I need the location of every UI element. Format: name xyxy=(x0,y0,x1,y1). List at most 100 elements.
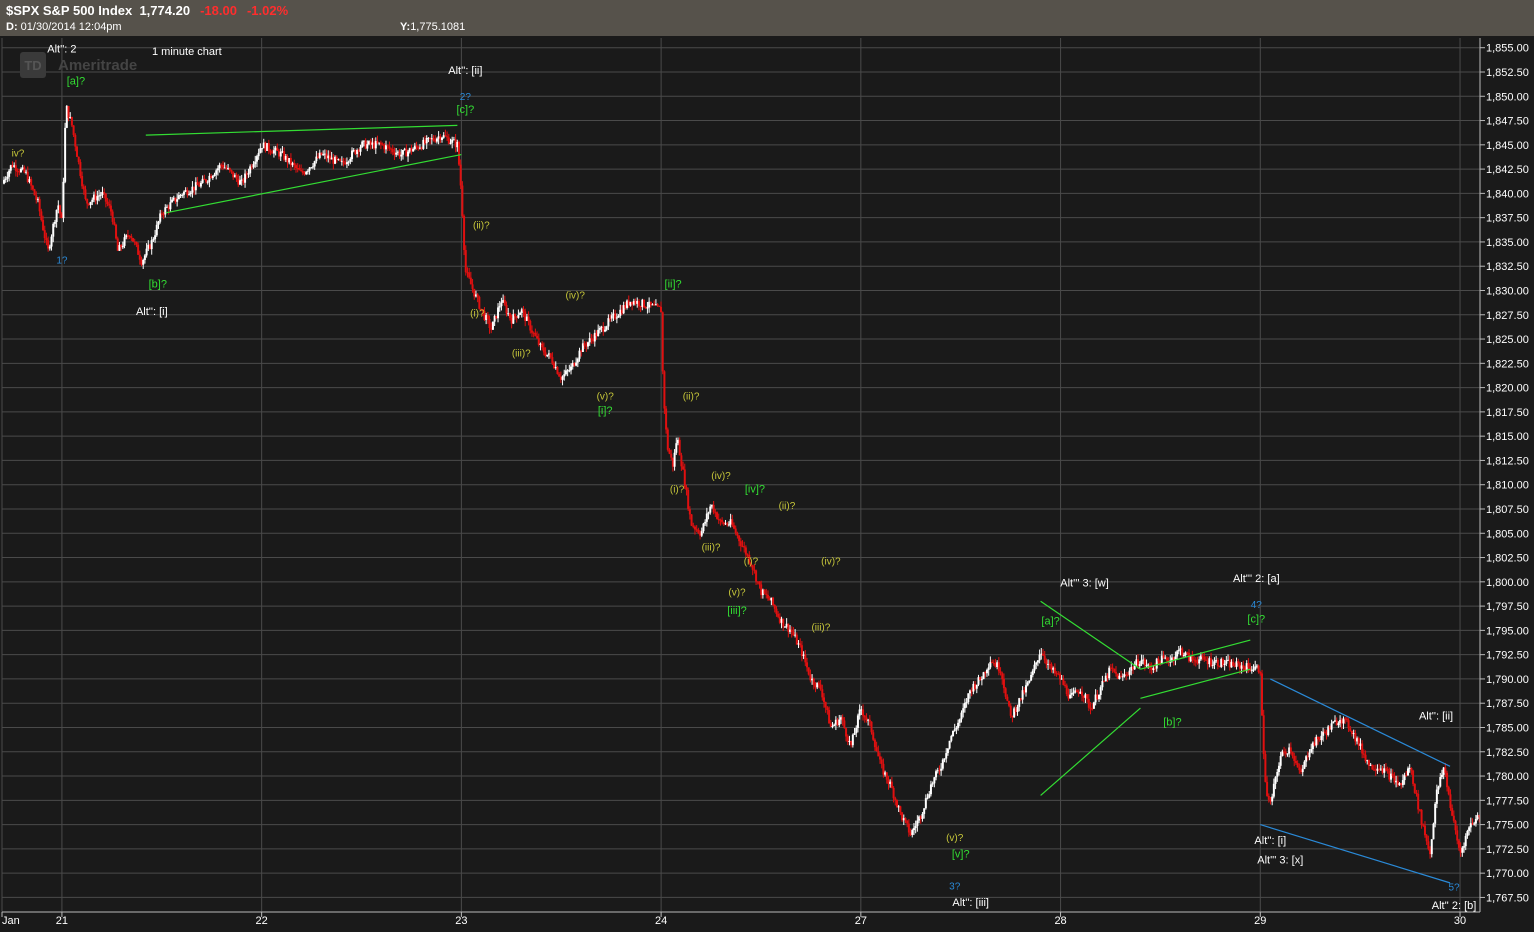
candle-body xyxy=(1213,661,1216,665)
candle-body xyxy=(89,201,92,205)
candle-body xyxy=(676,439,679,444)
candle-body xyxy=(1128,670,1131,675)
price-chart[interactable]: TD Ameritrade 1 minute chart Alt'': 2 [a]… xyxy=(0,36,1534,932)
candle-body xyxy=(1048,663,1051,665)
candle-body xyxy=(330,157,333,160)
candle-body xyxy=(999,671,1002,674)
wave-label: (v)? xyxy=(728,587,746,598)
candle-body xyxy=(147,244,150,249)
candle-body xyxy=(761,589,764,596)
candle-body xyxy=(1478,815,1481,818)
candle-body xyxy=(542,347,545,353)
candle-body xyxy=(281,151,284,153)
candle-body xyxy=(1035,662,1038,665)
candle-body xyxy=(383,144,386,150)
candle-body xyxy=(1301,768,1304,773)
candle-body xyxy=(92,194,95,200)
candle-body xyxy=(541,343,544,348)
candle-body xyxy=(1191,656,1194,660)
candle-body xyxy=(559,376,562,380)
candle-body xyxy=(362,140,365,142)
candle-body xyxy=(313,161,316,167)
candle-body xyxy=(30,179,33,186)
candle-body xyxy=(831,725,834,727)
candle-body xyxy=(724,523,727,525)
candle-body xyxy=(1396,780,1399,786)
x-tick-label: 22 xyxy=(256,915,268,927)
candle-body xyxy=(1174,656,1177,661)
candle-body xyxy=(926,797,929,799)
candle-body xyxy=(481,309,484,311)
candle-body xyxy=(271,152,274,154)
candle-body xyxy=(274,147,277,151)
candle-body xyxy=(687,490,690,510)
candle-body xyxy=(1147,664,1150,666)
candle-body xyxy=(1201,655,1204,657)
candle-body xyxy=(23,167,26,173)
candle-body xyxy=(760,584,763,596)
wave-label: (iv)? xyxy=(711,471,731,482)
candle-body xyxy=(1096,694,1099,700)
candle-body xyxy=(26,171,29,182)
candle-body xyxy=(520,309,523,313)
candle-body xyxy=(1011,715,1014,718)
candle-body xyxy=(530,330,533,333)
candle-body xyxy=(1405,775,1408,777)
x-tick-label: 21 xyxy=(56,915,68,927)
candle-body xyxy=(887,779,890,784)
candle-body xyxy=(339,159,342,161)
candle-body xyxy=(714,512,717,514)
y-tick-label: 1,810.00 xyxy=(1486,480,1529,492)
candle-body xyxy=(64,127,67,182)
candle-body xyxy=(1317,736,1320,740)
candle-body xyxy=(1250,669,1253,671)
y-tick-label: 1,792.50 xyxy=(1486,650,1529,662)
candle-body xyxy=(806,662,809,668)
candle-body xyxy=(1123,674,1126,677)
candle-body xyxy=(137,244,140,255)
candle-body xyxy=(145,248,148,256)
candle-body xyxy=(25,171,28,173)
candle-body xyxy=(1016,706,1019,712)
candle-body xyxy=(318,152,321,158)
candle-body xyxy=(325,153,328,159)
candle-body xyxy=(972,683,975,692)
candle-body xyxy=(974,683,977,689)
candle-body xyxy=(266,143,269,151)
candle-body xyxy=(203,178,206,180)
candle-body xyxy=(1408,767,1411,769)
candle-body xyxy=(970,690,973,692)
candle-body xyxy=(1288,747,1291,754)
wave-label: (iv)? xyxy=(821,556,841,567)
candle-body xyxy=(890,781,893,788)
candle-body xyxy=(188,194,191,196)
candle-body xyxy=(1050,664,1053,670)
candle-body xyxy=(649,301,652,305)
candle-body xyxy=(1429,848,1432,855)
candle-body xyxy=(868,719,871,722)
y-tick-label: 1,772.50 xyxy=(1486,844,1529,856)
candle-body xyxy=(911,830,914,835)
candle-body xyxy=(766,595,769,599)
candle-body xyxy=(337,159,340,161)
candle-body xyxy=(841,717,844,721)
candle-body xyxy=(575,362,578,366)
candle-body xyxy=(636,300,639,304)
candle-body xyxy=(1294,760,1297,764)
candle-body xyxy=(1364,754,1367,762)
candle-body xyxy=(780,618,783,623)
candle-body xyxy=(1131,667,1134,670)
candle-body xyxy=(1457,840,1460,848)
candle-body xyxy=(899,806,902,813)
y-tick-label: 1,805.00 xyxy=(1486,528,1529,540)
candle-body xyxy=(721,519,724,523)
candle-body xyxy=(386,145,389,147)
candle-body xyxy=(763,589,766,594)
candle-body xyxy=(96,196,99,201)
candle-body xyxy=(1031,670,1034,675)
candle-body xyxy=(670,453,673,458)
candle-body xyxy=(1114,671,1117,674)
candle-body xyxy=(590,338,593,340)
candle-body xyxy=(561,376,564,380)
